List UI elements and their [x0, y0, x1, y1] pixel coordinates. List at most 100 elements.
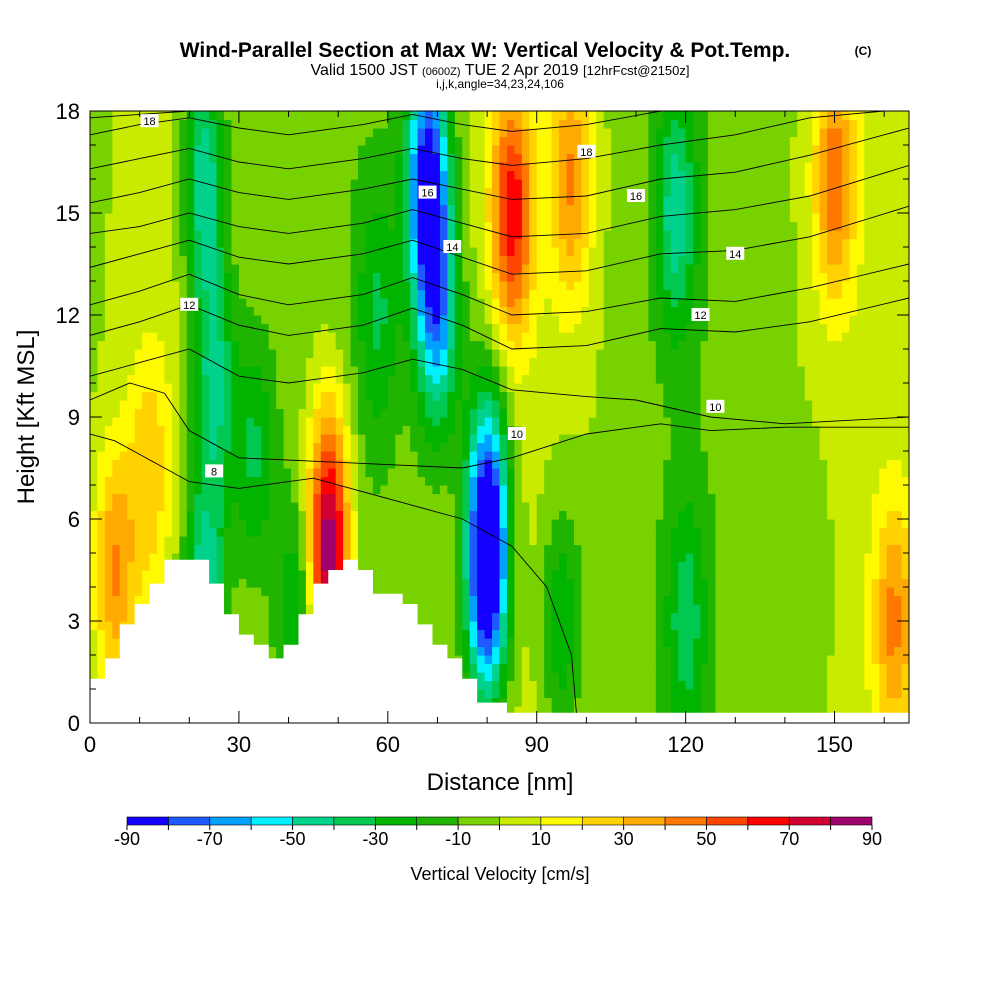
heatmap-cell	[402, 238, 411, 248]
heatmap-cell	[209, 374, 218, 384]
heatmap-cell	[171, 400, 180, 410]
heatmap-cell	[268, 561, 277, 571]
heatmap-cell	[231, 315, 240, 325]
heatmap-cell	[149, 238, 158, 248]
heatmap-cell	[276, 510, 285, 520]
heatmap-cell	[119, 272, 128, 282]
heatmap-cell	[551, 553, 560, 563]
heatmap-cell	[536, 383, 545, 393]
heatmap-cell	[410, 451, 419, 461]
heatmap-cell	[395, 289, 404, 299]
heatmap-cell	[432, 340, 441, 350]
heatmap-cell	[253, 340, 262, 350]
heatmap-cell	[529, 697, 538, 707]
heatmap-cell	[201, 153, 210, 163]
heatmap-cell	[298, 281, 307, 291]
heatmap-cell	[261, 417, 270, 427]
heatmap-cell	[447, 230, 456, 240]
heatmap-cell	[544, 196, 553, 206]
heatmap-cell	[559, 408, 568, 418]
heatmap-cell	[395, 145, 404, 155]
heatmap-cell	[90, 561, 99, 571]
heatmap-cell	[231, 323, 240, 333]
heatmap-cell	[209, 442, 218, 452]
heatmap-cell	[127, 247, 136, 257]
heatmap-cell	[253, 170, 262, 180]
chart-subtitle: Valid 1500 JST (0600Z) TUE 2 Apr 2019 [1…	[311, 62, 690, 79]
heatmap-cell	[291, 323, 300, 333]
heatmap-cell	[253, 315, 262, 325]
heatmap-cell	[514, 289, 523, 299]
heatmap-cell	[343, 468, 352, 478]
heatmap-cell	[395, 485, 404, 495]
heatmap-cell	[305, 544, 314, 554]
heatmap-cell	[112, 119, 121, 129]
heatmap-cell	[521, 366, 530, 376]
heatmap-cell	[596, 510, 605, 520]
heatmap-cell	[514, 315, 523, 325]
heatmap-cell	[462, 663, 471, 673]
heatmap-cell	[417, 247, 426, 257]
heatmap-cell	[231, 298, 240, 308]
heatmap-cell	[581, 374, 590, 384]
heatmap-cell	[551, 204, 560, 214]
heatmap-cell	[97, 578, 106, 588]
heatmap-cell	[581, 221, 590, 231]
heatmap-cell	[216, 323, 225, 333]
heatmap-cell	[104, 417, 113, 427]
heatmap-cell	[261, 561, 270, 571]
heatmap-cell	[201, 527, 210, 537]
heatmap-cell	[432, 459, 441, 469]
heatmap-cell	[529, 646, 538, 656]
heatmap-cell	[596, 468, 605, 478]
heatmap-cell	[335, 485, 344, 495]
heatmap-cell	[231, 510, 240, 520]
heatmap-cell	[209, 544, 218, 554]
heatmap-cell	[335, 306, 344, 316]
heatmap-cell	[462, 162, 471, 172]
heatmap-cell	[395, 570, 404, 580]
heatmap-cell	[320, 272, 329, 282]
heatmap-cell	[268, 638, 277, 648]
heatmap-cell	[514, 145, 523, 155]
heatmap-cell	[417, 264, 426, 274]
heatmap-cell	[529, 442, 538, 452]
heatmap-cell	[305, 604, 314, 614]
heatmap-cell	[395, 323, 404, 333]
heatmap-cell	[551, 417, 560, 427]
heatmap-cell	[410, 323, 419, 333]
heatmap-cell	[350, 374, 359, 384]
heatmap-cell	[417, 230, 426, 240]
heatmap-cell	[588, 604, 597, 614]
heatmap-cell	[142, 128, 151, 138]
heatmap-cell	[447, 162, 456, 172]
heatmap-cell	[343, 238, 352, 248]
heatmap-cell	[216, 136, 225, 146]
heatmap-cell	[529, 519, 538, 529]
heatmap-cell	[90, 145, 99, 155]
heatmap-cell	[573, 323, 582, 333]
heatmap-cell	[596, 323, 605, 333]
heatmap-cell	[395, 442, 404, 452]
heatmap-cell	[596, 272, 605, 282]
heatmap-cell	[350, 238, 359, 248]
heatmap-cell	[328, 544, 337, 554]
heatmap-cell	[559, 400, 568, 410]
heatmap-cell	[469, 646, 478, 656]
heatmap-cell	[335, 468, 344, 478]
heatmap-cell	[164, 553, 173, 563]
heatmap-cell	[127, 519, 136, 529]
heatmap-cell	[90, 119, 99, 129]
heatmap-cell	[529, 289, 538, 299]
heatmap-cell	[462, 638, 471, 648]
heatmap-cell	[142, 357, 151, 367]
heatmap-cell	[298, 459, 307, 469]
heatmap-cell	[283, 425, 292, 435]
heatmap-cell	[410, 391, 419, 401]
heatmap-cell	[447, 136, 456, 146]
heatmap-cell	[499, 281, 508, 291]
heatmap-cell	[276, 238, 285, 248]
heatmap-cell	[529, 417, 538, 427]
heatmap-cell	[492, 366, 501, 376]
heatmap-cell	[492, 697, 501, 707]
